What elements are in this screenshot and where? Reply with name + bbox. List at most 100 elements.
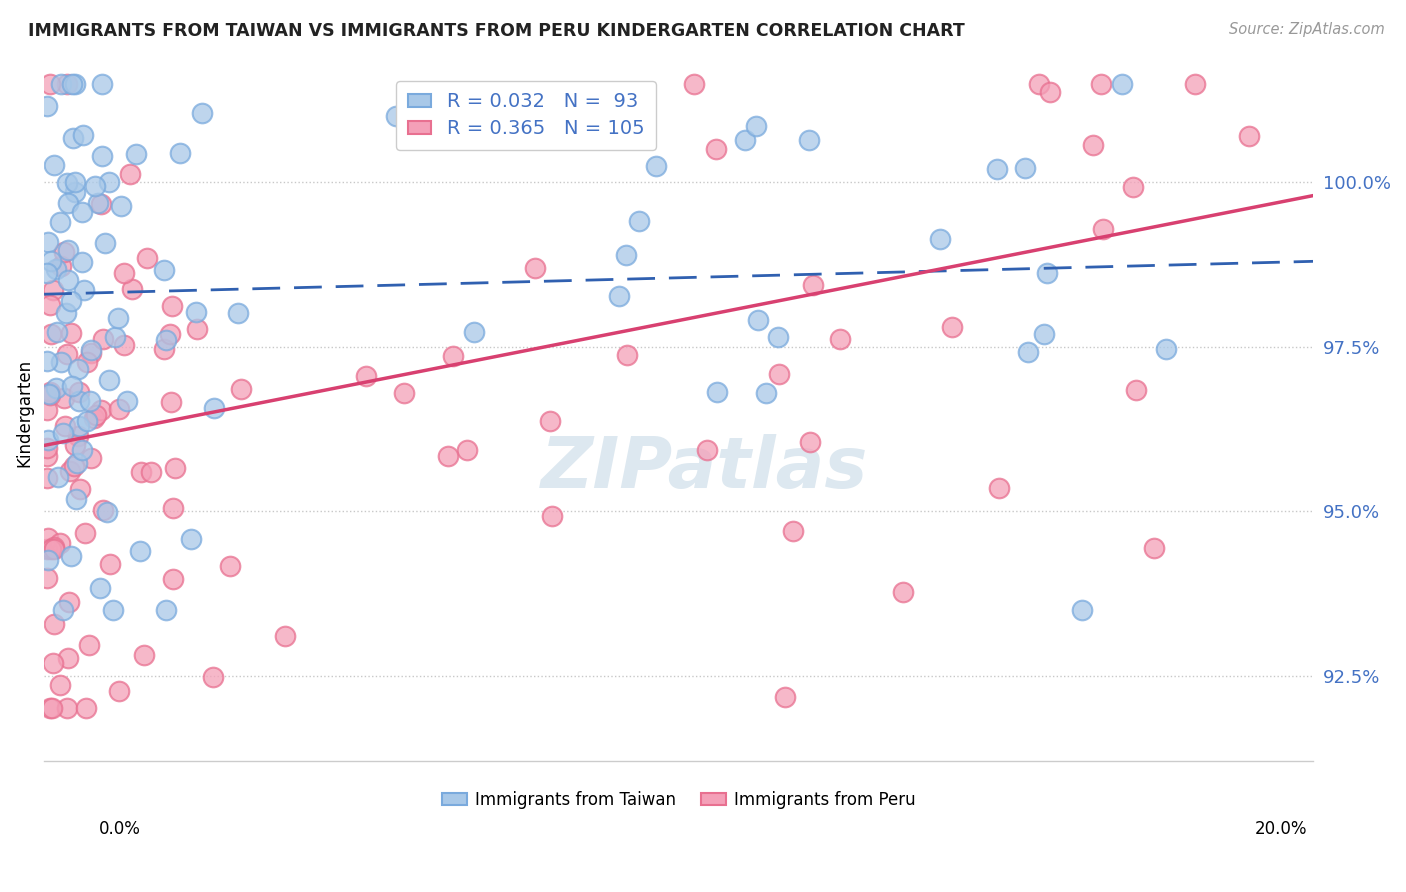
Point — [38, 701, 60, 715]
Point — [768, 368, 790, 382]
Point — [56, 177, 79, 191]
Point — [1154, 343, 1177, 357]
Point — [62, 458, 84, 473]
Point — [941, 320, 963, 334]
Point — [1091, 222, 1114, 236]
Point — [274, 629, 297, 643]
Text: 20.0%: 20.0% — [1256, 821, 1308, 838]
Point — [1111, 77, 1133, 91]
Point — [801, 277, 824, 292]
Point — [538, 414, 561, 428]
Point — [125, 146, 148, 161]
Point — [38, 387, 60, 401]
Point — [1184, 77, 1206, 91]
Point — [37, 571, 59, 585]
Point — [53, 419, 76, 434]
Point — [90, 403, 112, 417]
Point — [51, 355, 73, 369]
Point — [55, 347, 77, 361]
Point — [1028, 77, 1050, 91]
Point — [202, 401, 225, 415]
Point — [561, 118, 583, 132]
Point — [1122, 180, 1144, 194]
Point — [226, 306, 249, 320]
Point — [162, 299, 184, 313]
Point — [607, 289, 630, 303]
Point — [755, 386, 778, 401]
Point — [891, 585, 914, 599]
Point — [628, 214, 651, 228]
Point — [84, 408, 107, 422]
Point — [37, 99, 59, 113]
Point — [79, 393, 101, 408]
Point — [39, 298, 62, 312]
Point — [38, 77, 60, 91]
Point — [616, 348, 638, 362]
Point — [44, 540, 66, 554]
Point — [1143, 541, 1166, 555]
Point — [76, 355, 98, 369]
Point — [72, 128, 94, 143]
Point — [682, 77, 704, 91]
Point — [60, 77, 83, 91]
Point — [37, 542, 59, 557]
Point — [52, 391, 75, 405]
Point — [37, 266, 59, 280]
Point — [41, 701, 63, 715]
Y-axis label: Kindergarten: Kindergarten — [15, 359, 32, 467]
Point — [83, 411, 105, 425]
Point — [63, 186, 86, 200]
Point — [49, 536, 72, 550]
Point — [42, 656, 65, 670]
Point — [91, 149, 114, 163]
Point — [55, 306, 77, 320]
Point — [155, 334, 177, 348]
Point — [441, 349, 464, 363]
Point — [1237, 129, 1260, 144]
Point — [41, 253, 63, 268]
Point — [392, 385, 415, 400]
Point — [69, 482, 91, 496]
Point — [46, 470, 69, 484]
Point — [524, 260, 547, 275]
Point — [60, 294, 83, 309]
Text: IMMIGRANTS FROM TAIWAN VS IMMIGRANTS FROM PERU KINDERGARTEN CORRELATION CHART: IMMIGRANTS FROM TAIWAN VS IMMIGRANTS FRO… — [28, 22, 965, 40]
Point — [93, 502, 115, 516]
Point — [52, 603, 75, 617]
Point — [56, 701, 79, 715]
Point — [39, 541, 62, 556]
Point — [56, 196, 79, 211]
Point — [97, 175, 120, 189]
Point — [60, 549, 83, 563]
Point — [49, 678, 72, 692]
Point — [65, 438, 87, 452]
Point — [112, 266, 135, 280]
Point — [121, 282, 143, 296]
Point — [79, 451, 101, 466]
Point — [385, 109, 408, 123]
Point — [70, 255, 93, 269]
Point — [91, 332, 114, 346]
Point — [110, 199, 132, 213]
Point — [44, 158, 66, 172]
Point — [67, 419, 90, 434]
Point — [59, 326, 82, 340]
Point — [169, 145, 191, 160]
Point — [60, 378, 83, 392]
Point — [1125, 383, 1147, 397]
Point — [37, 354, 59, 368]
Point — [80, 343, 103, 358]
Point — [696, 443, 718, 458]
Point — [141, 466, 163, 480]
Point — [37, 403, 59, 417]
Point — [101, 603, 124, 617]
Point — [704, 142, 727, 156]
Point — [66, 456, 89, 470]
Point — [108, 684, 131, 698]
Point — [541, 509, 564, 524]
Point — [89, 581, 111, 595]
Point — [56, 77, 79, 91]
Point — [134, 648, 156, 662]
Point — [162, 500, 184, 515]
Point — [1014, 161, 1036, 176]
